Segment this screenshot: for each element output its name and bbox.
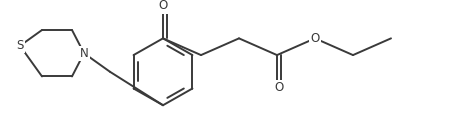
Text: N: N: [79, 47, 88, 60]
Text: O: O: [158, 0, 168, 12]
Text: O: O: [274, 81, 284, 94]
Text: O: O: [310, 32, 320, 45]
Text: S: S: [16, 39, 24, 52]
